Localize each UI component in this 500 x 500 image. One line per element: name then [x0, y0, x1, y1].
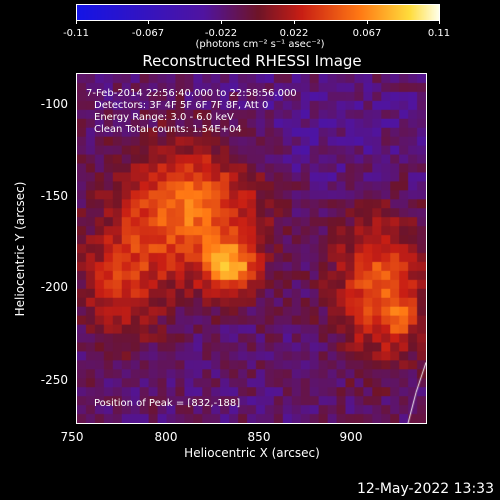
y-tick-label: -200	[40, 280, 68, 294]
peak-position-text: Position of Peak = [832,-188]	[94, 398, 241, 409]
detectors-text: Detectors: 3F 4F 5F 6F 7F 8F, Att 0	[94, 100, 269, 111]
x-tick-label: 750	[60, 430, 84, 444]
colorbar-tick-label: -0.11	[63, 28, 89, 39]
plot-title: Reconstructed RHESSI Image	[142, 52, 362, 70]
colorbar-tick-label: 0.11	[427, 28, 451, 39]
x-tick-label: 800	[154, 430, 178, 444]
colorbar-tick-mark	[221, 20, 222, 24]
colorbar-tick-label: 0.022	[279, 28, 309, 39]
energy-range-text: Energy Range: 3.0 - 6.0 keV	[94, 112, 234, 123]
colorbar-tick-label: -0.022	[204, 28, 238, 39]
colorbar-tick-mark	[76, 20, 77, 24]
colorbar-tick-mark	[367, 20, 368, 24]
colorbar-tick-label: -0.067	[131, 28, 165, 39]
colorbar-tick-mark	[294, 20, 295, 24]
x-axis-label: Heliocentric X (arcsec)	[184, 446, 320, 460]
time-range-text: 7-Feb-2014 22:56:40.000 to 22:58:56.000	[86, 88, 297, 99]
x-tick-label: 900	[339, 430, 363, 444]
clean-counts-text: Clean Total counts: 1.54E+04	[94, 124, 242, 135]
footer-date: 12-May-2022 13:33	[356, 481, 494, 497]
colorbar-tick-label: 0.067	[352, 28, 382, 39]
x-tick-label: 850	[247, 430, 271, 444]
y-tick-label: -100	[40, 97, 68, 111]
colorbar	[76, 4, 440, 21]
colorbar-tick-mark	[439, 20, 440, 24]
colorbar-tick-mark	[148, 20, 149, 24]
y-tick-label: -250	[40, 373, 68, 387]
y-tick-label: -150	[40, 189, 68, 203]
y-axis-label: Heliocentric Y (arcsec)	[13, 181, 27, 317]
colorbar-units: (photons cm⁻² s⁻¹ asec⁻²)	[195, 39, 325, 50]
rhessi-image	[76, 73, 427, 424]
